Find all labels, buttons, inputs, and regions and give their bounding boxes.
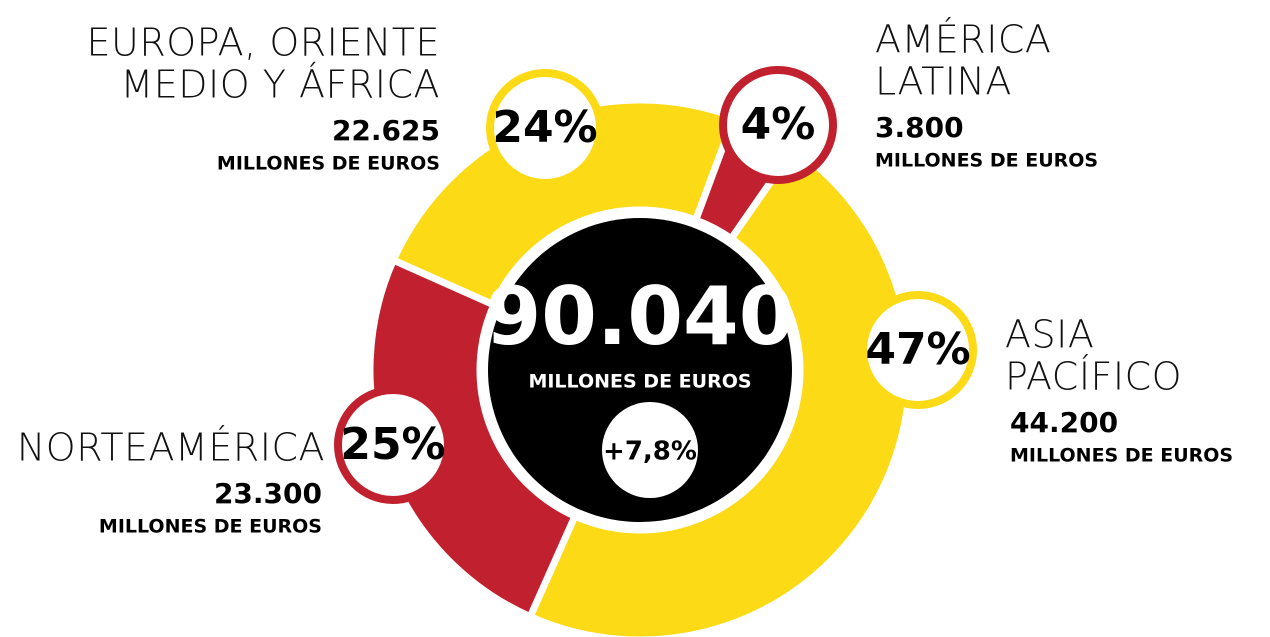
donut-segment: [388, 96, 739, 310]
region-unit: MILLONES DE EUROS: [1010, 445, 1233, 467]
region-name: PACÍFICO: [1005, 355, 1182, 399]
region-unit: MILLONES DE EUROS: [217, 153, 440, 175]
region-name: ASIA: [1005, 313, 1094, 357]
percent-bubble: [334, 386, 452, 504]
center-circle: [488, 218, 792, 522]
total-label: 90.040: [486, 270, 795, 363]
region-name: MEDIO Y ÁFRICA: [120, 63, 440, 107]
growth-label: +7,8%: [603, 437, 697, 467]
percent-bubble: [486, 69, 604, 187]
donut-segment: [366, 255, 580, 622]
region-amount: 22.625: [332, 114, 440, 147]
region-name: AMÉRICA: [875, 18, 1051, 62]
percent-bubbles: 24% 4% 47% 25%: [334, 66, 977, 504]
region-name: NORTEAMÉRICA: [17, 426, 325, 470]
region-unit: MILLONES DE EUROS: [875, 150, 1098, 172]
percent-label: 25%: [340, 419, 445, 470]
region-amount: 44.200: [1010, 406, 1118, 439]
region-amount: 23.300: [214, 477, 322, 510]
percent-label: 4%: [741, 99, 816, 150]
percent-bubble: [859, 291, 977, 409]
region-name: EUROPA, ORIENTE: [87, 21, 440, 65]
region-name: LATINA: [875, 60, 1012, 104]
percent-label: 47%: [865, 324, 970, 375]
total-unit: MILLONES DE EUROS: [528, 371, 751, 393]
donut: [366, 96, 914, 637]
region-amount: 3.800: [875, 111, 964, 144]
region-unit: MILLONES DE EUROS: [99, 516, 322, 538]
growth-circle: [602, 402, 698, 498]
percent-label: 24%: [492, 102, 597, 153]
percent-bubble: [719, 66, 837, 184]
